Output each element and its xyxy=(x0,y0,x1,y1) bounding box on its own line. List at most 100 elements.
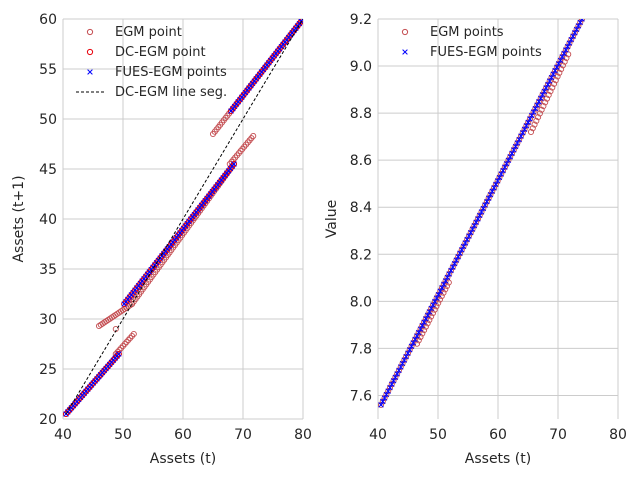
right-series-1-point xyxy=(401,357,408,363)
right-series-1-point xyxy=(392,374,399,381)
left-legend-item: DC-EGM line seg. xyxy=(76,85,227,100)
right-series-1-point xyxy=(405,350,411,356)
right-x-tick-label: 70 xyxy=(549,427,567,443)
right-series-0-point xyxy=(388,381,395,388)
left-series-3-line xyxy=(65,19,303,415)
left-series-0-point xyxy=(128,332,136,340)
right-series-1-point xyxy=(453,257,460,263)
right-series-1-point xyxy=(433,295,440,301)
right-series-0-point xyxy=(533,117,540,124)
right-series-0-point xyxy=(478,208,485,215)
left-series-2-point xyxy=(300,19,303,22)
right-series-1-point xyxy=(536,98,542,105)
right-series-1-point xyxy=(439,284,445,291)
left-series-0-point xyxy=(118,344,125,352)
right-series-1-point xyxy=(516,136,522,143)
right-series-0-point xyxy=(401,357,408,364)
right-series-0-point xyxy=(543,84,550,91)
right-series-0-point xyxy=(530,108,537,116)
right-legend: EGM points FUES-EGM points xyxy=(401,25,542,60)
right-series-1-point xyxy=(484,198,490,205)
right-y-tick-label: 7.6 xyxy=(350,388,372,404)
right-series-0-point xyxy=(458,246,465,253)
right-series-1-point xyxy=(464,236,470,243)
left-legend-label: FUES-EGM points xyxy=(115,65,227,80)
right-series-1-point xyxy=(451,260,458,267)
right-y-tick-label: 8.0 xyxy=(350,294,372,310)
left-y-tick-label: 40 xyxy=(39,212,57,228)
right-series-0-point xyxy=(528,112,535,119)
right-series-1-point xyxy=(415,329,422,336)
right-series-1-point xyxy=(528,112,535,119)
left-series-2-point xyxy=(116,351,122,357)
right-series-1-point xyxy=(537,95,544,101)
right-series-1-point xyxy=(494,178,501,184)
right-y-tick-label: 8.6 xyxy=(350,153,372,169)
right-series-0-point xyxy=(483,198,490,205)
right-series-1-point xyxy=(399,360,406,367)
right-series-0-point xyxy=(485,195,492,202)
right-series-1-point xyxy=(444,274,451,281)
right-series-0-point xyxy=(564,43,571,50)
right-series-1-point xyxy=(430,302,436,308)
right-series-0-point xyxy=(469,226,476,233)
right-series-1-point xyxy=(478,209,485,215)
left-legend-item: FUES-EGM points xyxy=(87,65,227,80)
right-series-0-point xyxy=(577,19,584,26)
right-series-0-point xyxy=(527,128,535,135)
right-series-1-point xyxy=(566,40,573,46)
right-series-1-point xyxy=(394,371,400,377)
right-series-0-point xyxy=(532,105,539,112)
left-series-0-point xyxy=(119,342,127,350)
right-series-1-point xyxy=(557,57,564,64)
right-series-1-point xyxy=(435,291,442,298)
right-series-0-point xyxy=(568,36,575,43)
right-series-0-point xyxy=(399,360,406,367)
right-series-1-point xyxy=(493,181,499,188)
right-series-1-point xyxy=(555,61,562,67)
right-series-0-point xyxy=(516,136,523,143)
right-y-tick-label: 9.0 xyxy=(350,59,372,75)
right-series-1-point xyxy=(550,71,557,77)
left-series-0-point xyxy=(116,346,123,354)
right-y-tick-label: 8.2 xyxy=(350,247,372,263)
right-series-1-point xyxy=(548,74,555,81)
right-series-0-point xyxy=(471,222,478,229)
left-y-tick-label: 60 xyxy=(39,12,57,28)
right-series-0-point xyxy=(546,77,553,85)
right-series-0-point xyxy=(467,229,474,236)
left-y-tick-label: 25 xyxy=(39,362,57,378)
right-series-1-point xyxy=(441,281,447,288)
right-series-0-point xyxy=(408,343,415,350)
right-series-1-point xyxy=(491,185,497,191)
right-series-1-point xyxy=(432,298,438,305)
right-series-1-point xyxy=(511,147,517,153)
right-series-0-point xyxy=(390,377,397,384)
right-series-1-point xyxy=(421,319,427,325)
left-x-tick-label: 40 xyxy=(54,427,72,443)
right-series-1-point xyxy=(525,119,531,126)
right-series-1-point xyxy=(450,264,456,270)
right-series-1-point xyxy=(380,398,386,405)
right-series-0-point xyxy=(573,26,580,33)
right-series-0-point xyxy=(571,29,578,36)
right-series-0-point xyxy=(395,367,402,374)
right-series-0-point xyxy=(555,60,562,67)
right-series-0-point xyxy=(383,391,390,398)
right-series-1-point xyxy=(480,205,487,212)
right-series-0-point xyxy=(501,164,508,171)
right-series-0-point xyxy=(386,384,394,391)
right-series-1-point xyxy=(552,67,558,74)
right-series-1-point xyxy=(485,195,492,201)
right-series-1-point xyxy=(419,322,426,329)
right-series-1-point xyxy=(559,54,566,60)
right-series-1-point xyxy=(459,247,465,253)
right-series-1-point xyxy=(532,105,539,112)
right-series-0-point xyxy=(549,84,556,91)
right-series-0-point xyxy=(519,129,526,136)
right-legend-label: EGM points xyxy=(430,25,504,40)
left-y-tick-label: 35 xyxy=(39,262,57,278)
right-series-0-point xyxy=(460,243,467,250)
right-series-0-point xyxy=(508,150,516,157)
left-series-2-point xyxy=(231,161,237,167)
